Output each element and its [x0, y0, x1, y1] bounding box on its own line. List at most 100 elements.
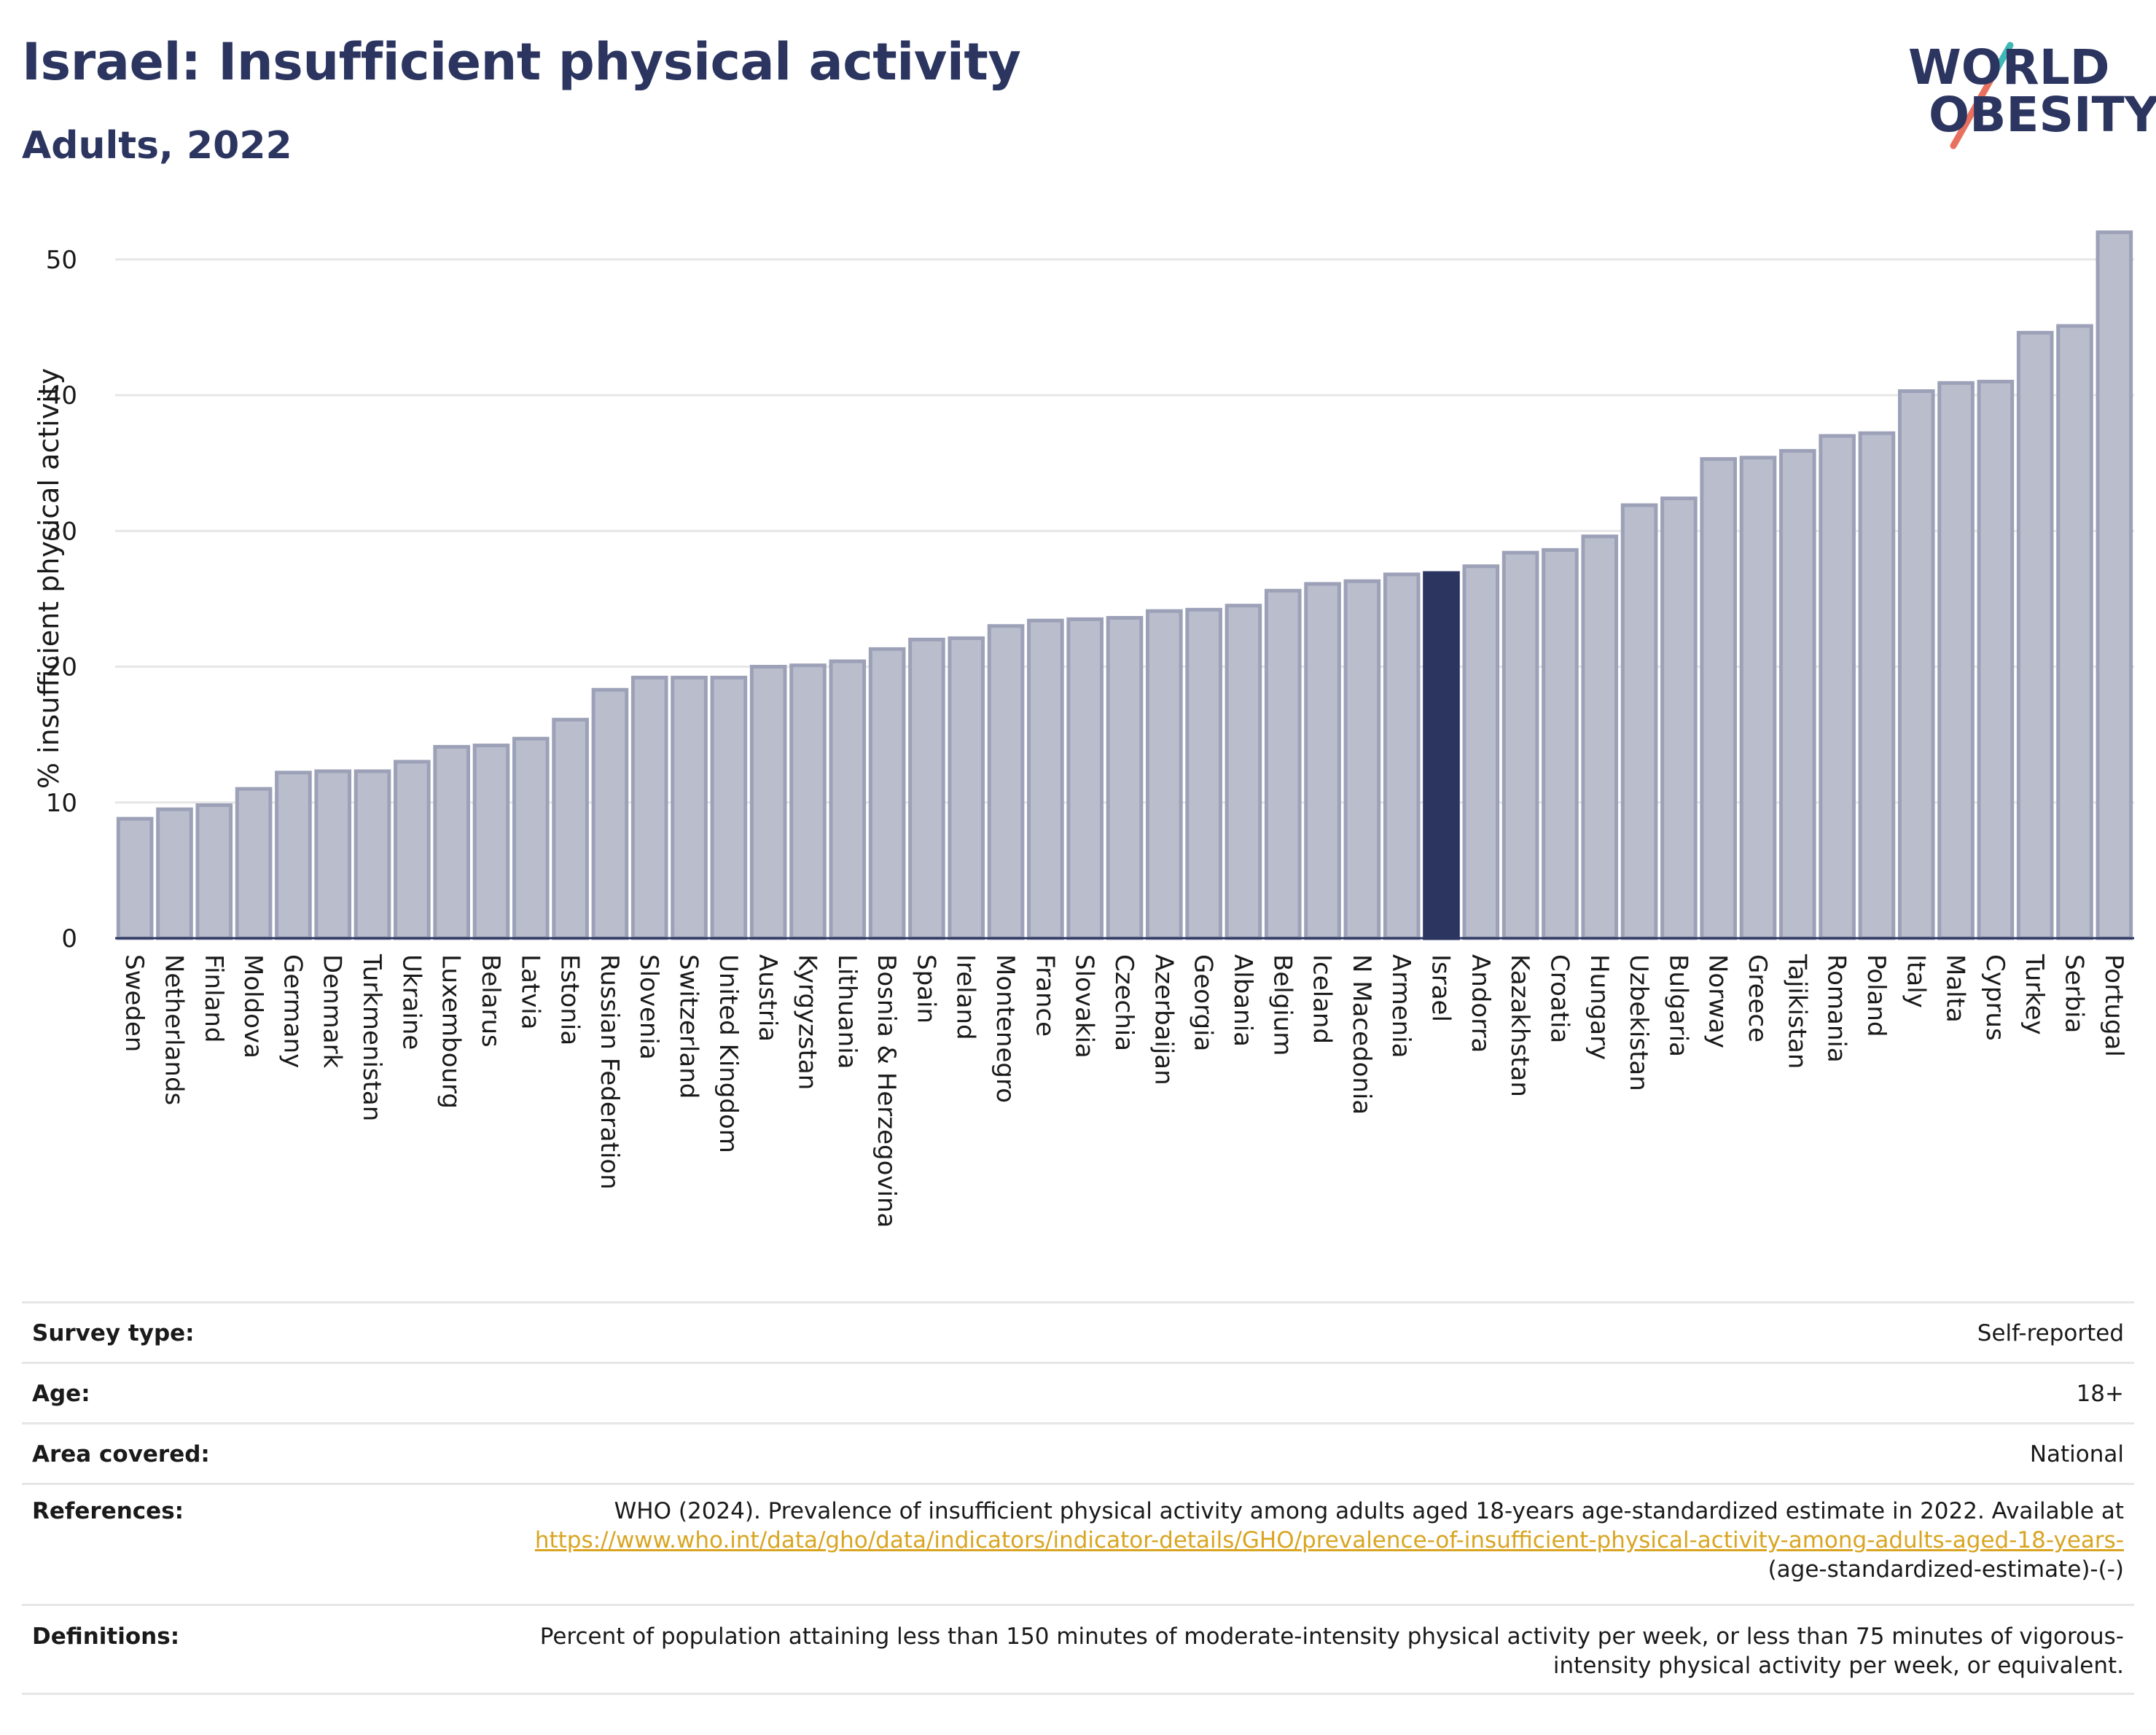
x-tick-label: Greece	[1743, 954, 1772, 1042]
x-tick-label: Ukraine	[397, 954, 426, 1050]
bar-highlighted	[1423, 571, 1460, 940]
logo-slash-icon	[1950, 42, 2014, 149]
x-tick-label: Moldova	[238, 954, 267, 1058]
bar	[2096, 230, 2133, 940]
x-tick-label: Azerbaijan	[1149, 954, 1178, 1085]
x-tick-label: Slovenia	[634, 954, 663, 1060]
bar	[868, 647, 906, 940]
x-tick-label: Finland	[199, 954, 228, 1043]
x-tick-label: Georgia	[1189, 954, 1218, 1051]
bar	[512, 736, 550, 940]
x-tick-label: Portugal	[2099, 954, 2128, 1057]
x-tick-label: Slovakia	[1070, 954, 1099, 1058]
x-tick-label: Luxembourg	[437, 954, 466, 1109]
bar	[2016, 330, 2054, 940]
bar	[1264, 588, 1302, 940]
x-tick-label: Romania	[1822, 954, 1851, 1063]
detail-label: Age:	[32, 1381, 90, 1407]
reference-link[interactable]: https://www.who.int/data/gho/data/indica…	[534, 1527, 2124, 1553]
bar	[1779, 448, 1816, 940]
x-tick-label: Ireland	[951, 954, 980, 1040]
x-tick-label: Czechia	[1109, 954, 1138, 1051]
detail-value: 18+	[2076, 1381, 2124, 1407]
x-tick-label: Turkey	[2020, 954, 2049, 1035]
reference-text: WHO (2024). Prevalence of insufficient p…	[614, 1498, 2124, 1524]
detail-label: References:	[32, 1498, 184, 1524]
details-table: Survey type: Self-reported Age: 18+ Area…	[22, 1301, 2134, 1695]
x-tick-label: Iceland	[1308, 954, 1337, 1044]
bar	[1739, 456, 1777, 940]
x-tick-label: Armenia	[1386, 954, 1415, 1058]
detail-row-age: Age: 18+	[22, 1362, 2134, 1422]
bar	[1462, 564, 1500, 940]
bar	[630, 675, 668, 940]
bar	[1819, 434, 1856, 940]
x-tick-label: Italy	[1901, 954, 1930, 1008]
bar	[275, 771, 312, 940]
x-tick-labels: Sweden Netherlands Finland Moldova Germany De…	[120, 954, 2128, 1228]
x-tick-label: Tajikistan	[1782, 954, 1811, 1069]
x-tick-label: Kazakhstan	[1505, 954, 1534, 1097]
bar	[789, 663, 827, 940]
x-tick-label: Belgium	[1268, 954, 1297, 1056]
bar-chart: 0 10 20 30 40 50 Sweden Netherlands Finland Mold…	[33, 230, 2134, 1228]
bar	[948, 636, 985, 940]
bar	[156, 807, 193, 940]
x-tick-label: Sweden	[120, 954, 149, 1052]
bar	[710, 675, 748, 940]
detail-label: Survey type:	[32, 1320, 195, 1346]
bar	[2056, 324, 2093, 940]
detail-row-definitions: Definitions: Percent of population attai…	[22, 1604, 2134, 1695]
bar	[394, 760, 431, 940]
x-tick-label: Germany	[278, 954, 307, 1068]
bar	[1383, 572, 1421, 940]
bar	[1225, 604, 1262, 940]
bar	[591, 687, 629, 940]
x-tick-label: France	[1030, 954, 1059, 1037]
bar	[1700, 457, 1738, 940]
detail-row-area-covered: Area covered: National	[22, 1422, 2134, 1483]
x-tick-label: Switzerland	[674, 954, 703, 1099]
x-tick-label: Poland	[1862, 954, 1891, 1037]
bar	[1106, 616, 1144, 940]
x-tick-label: Russian Federation	[595, 954, 624, 1190]
x-tick-label: Hungary	[1585, 954, 1614, 1060]
detail-label: Definitions:	[32, 1623, 180, 1650]
x-tick-label: Turkmenistan	[357, 954, 386, 1121]
world-obesity-logo: WORLD OBESITY	[1895, 22, 2156, 153]
chart-title: Israel: Insufficient physical activity	[22, 32, 1021, 92]
bar	[433, 744, 470, 940]
x-tick-label: Bosnia & Herzegovina	[872, 954, 901, 1228]
x-tick-label: Bulgaria	[1663, 954, 1692, 1057]
bar	[354, 769, 391, 940]
bar	[235, 787, 273, 940]
bar	[1858, 431, 1896, 940]
bar	[1977, 379, 2015, 940]
detail-value: WHO (2024). Prevalence of insufficient p…	[484, 1497, 2124, 1584]
y-tick-label: 0	[61, 924, 77, 954]
bar	[195, 803, 233, 940]
x-tick-label: United Kingdom	[714, 954, 743, 1153]
x-tick-label: Kyrgyzstan	[792, 954, 821, 1090]
x-tick-label: Montenegro	[991, 954, 1020, 1103]
bar	[552, 717, 589, 940]
bar	[908, 637, 945, 940]
bar	[1542, 547, 1579, 940]
detail-row-references: References: WHO (2024). Prevalence of in…	[22, 1483, 2134, 1604]
y-tick-label: 30	[46, 517, 77, 546]
bar	[829, 659, 867, 940]
bar	[1937, 381, 1975, 940]
x-tick-label: Albania	[1228, 954, 1257, 1047]
detail-value: Percent of population attaining less tha…	[539, 1623, 2124, 1679]
bar	[1066, 617, 1104, 940]
bar	[1581, 534, 1619, 940]
bar	[1620, 503, 1658, 940]
x-tick-label: Serbia	[2060, 954, 2089, 1033]
y-tick-labels: 0 10 20 30 40 50	[46, 246, 77, 954]
bar	[1146, 609, 1183, 940]
y-tick-label: 20	[46, 653, 77, 682]
bar	[1304, 582, 1341, 940]
x-tick-label: Denmark	[318, 954, 347, 1069]
bar	[749, 665, 787, 940]
logo-text-world: WORLD	[1908, 39, 2110, 95]
